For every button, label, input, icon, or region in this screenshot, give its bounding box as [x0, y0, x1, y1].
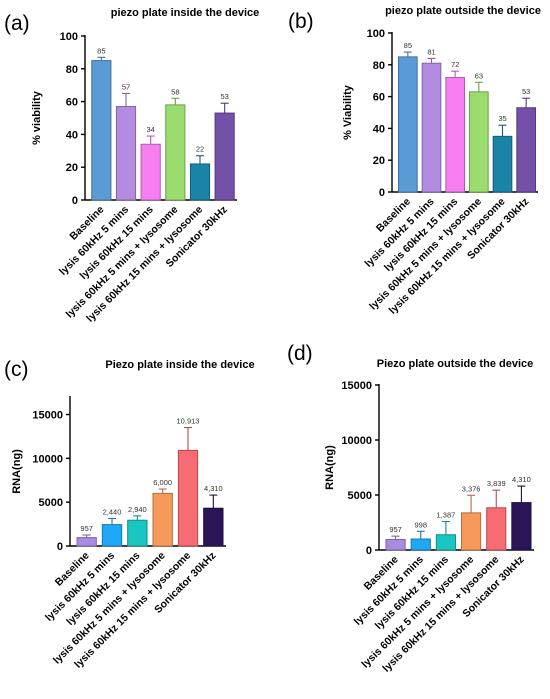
y-tick-label: 100 [367, 28, 385, 40]
data-label: 10,913 [177, 417, 200, 426]
y-tick-label: 100 [60, 31, 78, 43]
bar [511, 502, 532, 551]
y-tick-label: 10000 [341, 435, 372, 447]
data-label: 85 [404, 41, 412, 50]
data-label: 957 [389, 525, 402, 534]
bar [91, 60, 112, 201]
data-label: 957 [80, 524, 93, 533]
bar [127, 519, 148, 547]
y-axis-label: RNA(ng) [11, 449, 23, 494]
bar [435, 534, 457, 551]
y-tick-label: 0 [72, 195, 78, 207]
chart-title: Piezo plate outside the device [377, 358, 534, 370]
panel-label: (d) [287, 342, 313, 365]
bar [486, 507, 507, 551]
y-tick-label: 10000 [32, 453, 63, 465]
data-label: 34 [146, 125, 154, 134]
y-tick-label: 60 [373, 92, 385, 104]
y-tick-label: 80 [66, 64, 78, 76]
data-label: 3,376 [462, 484, 481, 493]
data-label: 63 [475, 71, 483, 80]
bar [492, 135, 513, 193]
chart-panel-4: (d) Piezo plate outside the device RNA(ng)… [287, 342, 534, 675]
bar [140, 143, 161, 201]
data-label: 53 [522, 87, 530, 96]
y-tick-label: 20 [373, 155, 385, 167]
y-tick-label: 0 [379, 187, 385, 199]
y-tick-label: 40 [373, 123, 385, 135]
chart-panel-2: (b) piezo plate outside the device % Viabi… [288, 5, 541, 317]
bar [203, 507, 224, 547]
panel-label: (a) [4, 12, 30, 35]
y-tick-label: 15000 [341, 380, 372, 392]
data-label: 6,000 [153, 478, 172, 487]
data-label: 81 [427, 47, 435, 56]
bar [152, 492, 173, 547]
data-label: 4,310 [512, 475, 531, 484]
data-label: 2,440 [103, 507, 122, 516]
bar [385, 538, 406, 551]
data-label: 85 [97, 46, 105, 55]
y-axis-label: % viability [31, 90, 43, 145]
data-label: 2,940 [128, 505, 147, 514]
chart-title: Piezo plate inside the device [105, 359, 254, 371]
data-label: 4,310 [204, 484, 223, 493]
bar [445, 77, 466, 193]
data-label: 58 [171, 87, 179, 96]
data-label: 998 [414, 520, 427, 529]
bar [469, 91, 489, 193]
bar [214, 112, 235, 201]
panel-label: (c) [4, 358, 29, 381]
chart-title: piezo plate outside the device [385, 5, 541, 17]
y-tick-label: 5000 [348, 490, 372, 502]
y-axis-label: RNA(ng) [324, 445, 336, 490]
bar [398, 56, 418, 193]
panel-label: (b) [288, 10, 314, 33]
bar [516, 107, 536, 193]
y-tick-label: 20 [66, 162, 78, 174]
y-tick-label: 15000 [32, 410, 63, 422]
y-tick-label: 80 [373, 60, 385, 72]
y-tick-label: 0 [57, 541, 63, 553]
bar [165, 104, 186, 201]
chart-title: piezo plate inside the device [111, 7, 260, 19]
bar [76, 537, 97, 547]
chart-panel-3: (c) Piezo plate inside the device RNA(ng) 0… [4, 358, 255, 671]
data-label: 72 [451, 60, 459, 69]
bar [410, 538, 431, 551]
y-tick-label: 5000 [39, 497, 63, 509]
y-tick-label: 0 [366, 545, 372, 557]
y-tick-label: 60 [66, 97, 78, 109]
data-label: 35 [498, 114, 506, 123]
bar [461, 512, 482, 551]
bar [421, 62, 442, 193]
y-axis-label: % Viability [342, 84, 354, 140]
chart-panel-1: (a) piezo plate inside the device % viabil… [4, 7, 259, 325]
data-label: 3,839 [487, 479, 506, 488]
data-label: 57 [122, 82, 130, 91]
bar [101, 524, 123, 547]
bar [115, 106, 137, 201]
data-label: 22 [196, 145, 204, 154]
bar [177, 449, 199, 547]
bar [189, 163, 211, 201]
data-label: 53 [220, 92, 228, 101]
y-tick-label: 40 [66, 129, 78, 141]
data-label: 1,387 [437, 511, 456, 520]
